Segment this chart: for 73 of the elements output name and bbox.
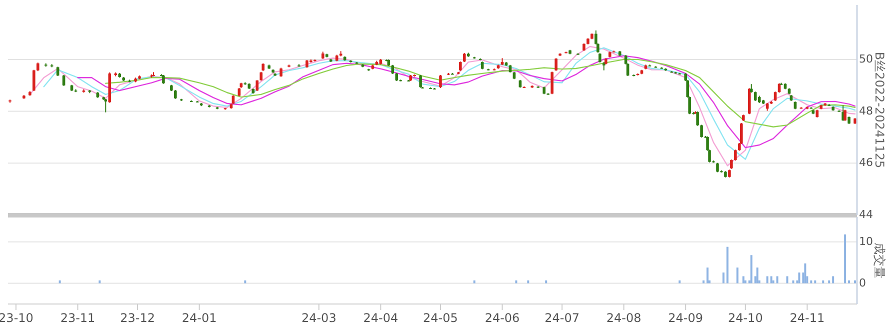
candlestick [419,74,422,88]
bar [473,280,476,284]
bar [722,272,724,284]
bar [776,276,778,284]
bar [848,280,850,284]
bar [744,280,746,284]
bar [706,268,709,284]
x-tick-label: 24-07 [544,311,580,325]
bar [814,280,816,284]
y-tick-label: 46 [859,156,873,170]
x-tick-label: 24-11 [790,311,825,325]
x-tick-label: 24-01 [182,311,217,325]
candlestick [256,80,259,92]
bar [772,280,774,284]
bar [822,280,824,284]
candlestick [716,162,719,173]
y-tick-label: 10 [859,234,873,248]
candlestick [280,67,282,78]
candlestick [439,74,442,88]
bar [244,280,246,284]
bar [742,276,744,284]
candlestick [734,149,737,162]
candlestick [844,109,846,122]
x-tick-label: 24-06 [484,311,520,325]
bar [854,280,856,284]
bar [678,280,681,284]
bar [832,276,834,284]
bar [515,280,518,284]
x-tick-label: 23-12 [120,311,155,325]
bar [726,246,728,284]
candlestick [62,74,66,86]
y-tick-label: 50 [859,52,873,66]
bar [545,280,548,284]
candlestick [700,124,703,138]
candlestick [754,91,757,102]
x-tick-label: 24-10 [728,311,763,325]
x-tick-label: 24-05 [423,311,458,325]
bar [527,280,530,284]
candlestick [391,64,394,74]
bar [804,263,806,284]
candlestick [459,61,462,72]
bar [770,276,772,284]
y-axis-title: B丝2022-20241125 [872,52,887,168]
y-axis-title: 成交量 [872,242,887,278]
bar [792,280,794,284]
candlestick [554,58,558,72]
bar [750,255,752,284]
bar [702,280,705,284]
y-tick-label: 44 [859,208,873,222]
x-tick-label: 24-08 [606,311,642,325]
x-tick-label: 23-11 [60,311,96,325]
candlestick [32,69,36,92]
candlestick [550,71,554,95]
x-tick-label: 24-03 [301,311,336,325]
bar [798,272,800,284]
line-series [105,58,856,128]
y-tick-label: 48 [859,104,873,118]
bar [786,276,788,284]
bar [810,280,812,284]
bar [98,280,101,284]
candlestick [774,91,777,102]
bar [844,234,846,284]
bar [756,268,758,284]
bar [58,280,61,284]
candlestick [56,66,60,77]
bar [736,268,738,284]
bar [828,280,830,284]
y-tick-label: 0 [859,276,866,290]
x-tick-label: 24-09 [668,311,704,325]
x-tick-label: 24-04 [363,311,398,325]
candlestick [462,52,466,63]
bar [766,276,768,284]
line-series [77,55,856,148]
